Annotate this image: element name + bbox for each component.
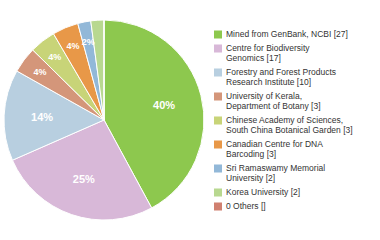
pie-slice [78, 21, 104, 120]
legend-swatch [214, 141, 222, 149]
data-label: 40% [153, 99, 175, 111]
legend-swatch [214, 165, 222, 173]
data-label: 25% [73, 173, 95, 185]
data-label: 2% [82, 37, 95, 47]
pie-slice [91, 20, 104, 120]
legend-swatch [214, 93, 222, 101]
data-label: 4% [48, 52, 61, 62]
legend-swatch [214, 31, 222, 39]
pie-slice [103, 20, 104, 120]
legend-swatch [214, 203, 222, 211]
legend: Mined from GenBank, NCBI [27] Centre for … [214, 29, 353, 211]
legend-label: Chinese Academy of Sciences,South China … [226, 115, 353, 135]
legend-label: Forestry and Forest ProductsResearch Ins… [226, 67, 336, 87]
legend-swatch [214, 45, 222, 53]
legend-label: Mined from GenBank, NCBI [27] [226, 29, 348, 39]
legend-swatch [214, 189, 222, 197]
legend-label: Sri Ramaswamy MemorialUniversity [2] [226, 163, 325, 183]
chart: 40%25%14%4%4%4%2%Mined from GenBank, NCB… [0, 0, 380, 240]
legend-swatch [214, 69, 222, 77]
data-label: 4% [34, 67, 47, 77]
pie [4, 20, 204, 220]
legend-label: University of Kerala,Department of Botan… [226, 91, 321, 111]
legend-label: 0 Others [] [226, 201, 266, 211]
data-label: 14% [31, 111, 53, 123]
legend-swatch [214, 117, 222, 125]
legend-label: Korea University [2] [226, 187, 300, 197]
legend-label: Canadian Centre for DNABarcoding [3] [226, 139, 323, 159]
data-label: 4% [67, 41, 80, 51]
legend-label: Centre for BiodiversityGenomics [17] [226, 43, 310, 63]
pie-labels: 40%25%14%4%4%4%2% [31, 37, 175, 185]
